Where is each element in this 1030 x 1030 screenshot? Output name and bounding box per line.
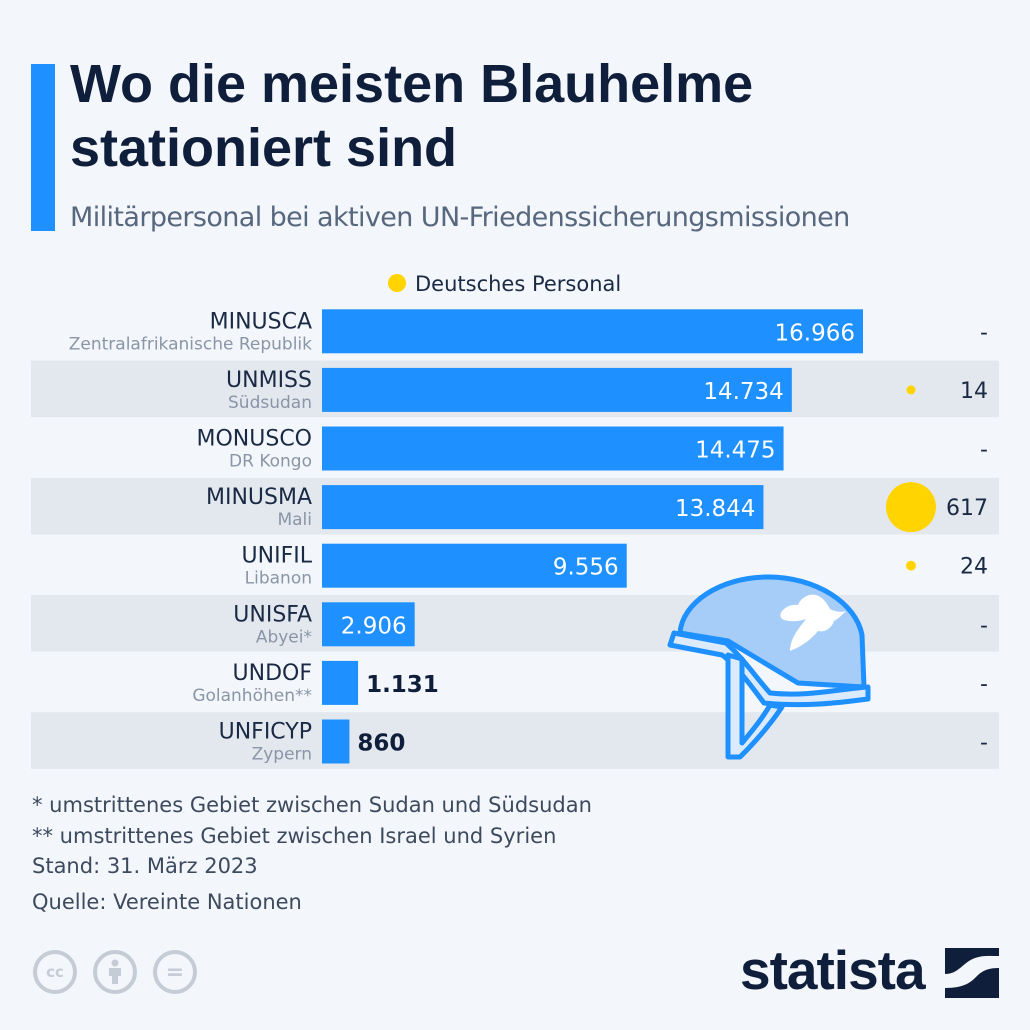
chart-title: Wo die meisten Blauhelme stationiert sin… [70, 54, 754, 178]
value-label: 2.906 [341, 613, 407, 639]
legend-dot-icon [388, 274, 406, 292]
value-label: 860 [357, 731, 405, 757]
by-person-icon[interactable] [93, 950, 137, 994]
german-personnel-label: - [980, 438, 988, 463]
country-label: Golanhöhen** [192, 686, 312, 706]
mission-label: UNMISS [226, 368, 312, 393]
mission-label: UNDOF [233, 661, 312, 686]
statista-mark-icon [945, 948, 999, 998]
bar[interactable] [322, 602, 415, 647]
bar[interactable] [322, 719, 350, 764]
row-band [31, 712, 999, 769]
bar[interactable] [322, 485, 764, 530]
german-personnel-label: - [980, 731, 988, 756]
german-personnel-label: - [980, 672, 988, 697]
country-label: Zentralafrikanische Republik [69, 334, 312, 354]
mission-label: UNFICYP [219, 720, 312, 745]
mission-label: UNISFA [233, 602, 312, 627]
chart-subtitle: Militärpersonal bei aktiven UN-Friedenss… [70, 202, 850, 233]
german-personnel-label: - [980, 320, 988, 345]
value-label: 14.734 [703, 379, 783, 405]
source-note: Quelle: Vereinte Nationen [32, 890, 302, 914]
date-note: Stand: 31. März 2023 [32, 854, 258, 878]
title-accent-bar [31, 64, 55, 231]
bar[interactable] [322, 660, 359, 705]
mission-label: MONUSCO [197, 427, 313, 452]
bar[interactable] [322, 426, 784, 471]
country-label: Mali [277, 510, 312, 530]
bar[interactable] [322, 309, 863, 354]
footnote-2: ** umstrittenes Gebiet zwischen Israel u… [32, 824, 557, 848]
german-personnel-label: - [980, 613, 988, 638]
german-personnel-dot [906, 385, 916, 395]
helmet-dove-icon [667, 574, 871, 760]
country-label: Abyei* [256, 627, 312, 647]
statista-logo[interactable]: statista [740, 939, 926, 1001]
cc-icon[interactable]: cc [33, 950, 77, 994]
no-derivatives-icon[interactable]: = [153, 950, 197, 994]
german-personnel-label: 24 [960, 555, 988, 580]
german-personnel-dot [906, 560, 916, 571]
country-label: DR Kongo [229, 452, 312, 472]
bar[interactable] [322, 543, 627, 588]
value-label: 13.844 [675, 496, 755, 522]
country-label: Südsudan [228, 393, 312, 413]
mission-label: MINUSCA [210, 309, 312, 334]
country-label: Libanon [245, 569, 312, 589]
value-label: 16.966 [775, 320, 855, 346]
value-label: 9.556 [553, 555, 619, 581]
german-personnel-label: 617 [946, 496, 988, 521]
mission-label: UNIFIL [242, 544, 313, 569]
legend: Deutsches Personal [388, 272, 621, 296]
value-label: 1.131 [366, 672, 439, 698]
mission-label: MINUSMA [206, 485, 312, 510]
legend-label: Deutsches Personal [415, 272, 621, 296]
german-personnel-label: 14 [960, 379, 988, 404]
value-label: 14.475 [695, 438, 775, 464]
german-personnel-dot [886, 482, 936, 533]
bar[interactable] [322, 367, 792, 412]
country-label: Zypern [252, 745, 312, 765]
footnote-1: * umstrittenes Gebiet zwischen Sudan und… [32, 793, 592, 817]
